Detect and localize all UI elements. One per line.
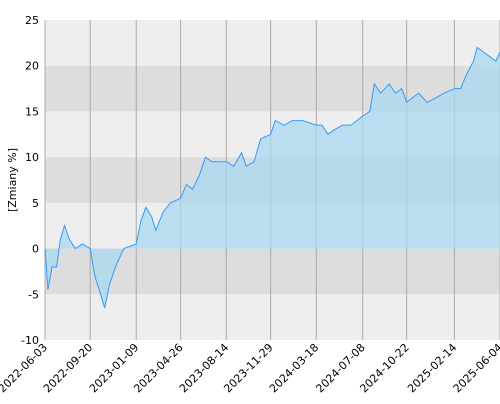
area-fill: [45, 47, 500, 309]
y-axis-label: [Zmiany %]: [6, 148, 19, 212]
grid-band: [45, 294, 500, 340]
line: [44, 46, 500, 309]
y-tick-label: 10: [25, 151, 39, 164]
y-tick-label: 15: [25, 105, 39, 118]
grid-band: [45, 20, 500, 66]
y-tick-label: 20: [25, 60, 39, 73]
y-tick-label: 5: [32, 197, 39, 210]
y-tick-label: 0: [32, 243, 39, 256]
y-tick-label: 25: [25, 14, 39, 27]
y-tick-label: -10: [21, 334, 39, 347]
y-tick-label: -5: [28, 288, 39, 301]
